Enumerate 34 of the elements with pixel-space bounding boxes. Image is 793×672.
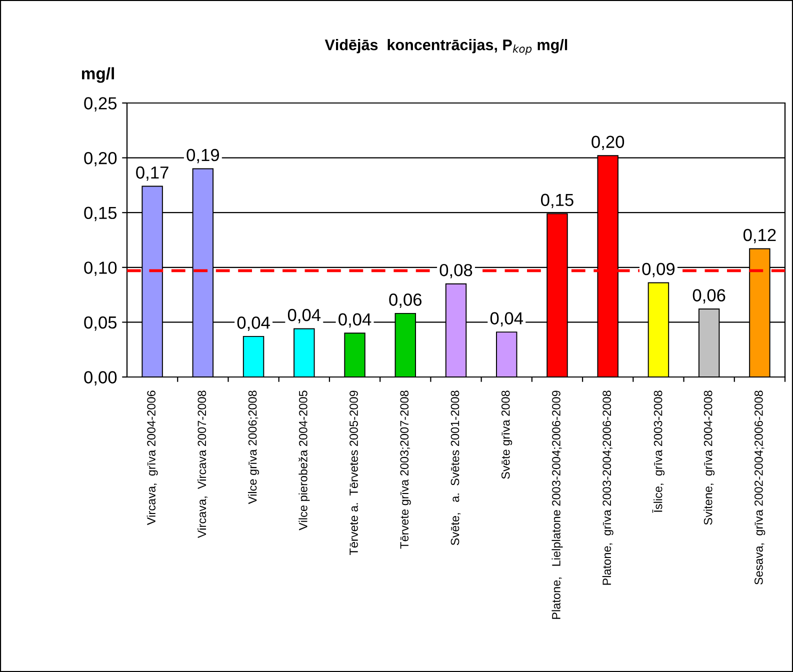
data-label: 0,04 [338, 313, 372, 328]
data-label: 0,08 [440, 264, 472, 278]
x-tick-label: Svitene, grīva 2004-2008 [704, 390, 715, 525]
x-tick-label: Svēte, a. Svētes 2001-2008 [450, 390, 461, 546]
data-label: 0,04 [237, 316, 270, 331]
data-label: 0,04 [490, 312, 524, 327]
y-tick-label: 0,00 [84, 371, 117, 386]
y-axis-title: mg/l [82, 67, 114, 83]
x-tick-label: Platone, grīva 2003-2004;2006-2008 [602, 390, 614, 585]
x-tick-label: Vilce grīva 2006;2008 [248, 390, 260, 504]
x-tick-label: Vircava, grīva 2004-2006 [146, 390, 158, 526]
x-tick-label: Tērvete a. Tērvetes 2005-2009 [350, 390, 358, 556]
x-tick-label: Īslice, grīva 2003-2008 [652, 390, 665, 513]
data-label: 0,20 [592, 136, 624, 150]
x-tick-label: Sesava, grīva 2002-2004;2006-2008 [754, 390, 766, 585]
y-tick-label: 0,15 [84, 206, 117, 222]
x-tick-label: Platone, Lielplatone 2003-2004;2006-2009 [552, 390, 563, 619]
data-label: 0,06 [692, 289, 726, 304]
chart-title: Vidējās koncentrācijas, P$_{kop}$ mg/l [324, 39, 568, 55]
data-label: 0,06 [389, 294, 422, 308]
x-tick-label: Vilce pierobeža 2004-2005 [298, 390, 310, 530]
x-tick-label: Tērvete grīva 2003;2007-2008 [400, 390, 411, 549]
data-label: 0,04 [288, 308, 321, 324]
data-label: 0,17 [136, 166, 168, 181]
y-tick-label: 0,25 [84, 97, 117, 112]
y-tick-label: 0,10 [84, 262, 117, 276]
data-label: 0,09 [642, 262, 675, 278]
x-tick-label: Svēte grīva 2008 [501, 390, 512, 479]
x-tick-label: Vircava, Vircava 2007-2008 [197, 390, 208, 538]
data-label: 0,15 [541, 194, 574, 208]
y-tick-label: 0,05 [84, 316, 117, 331]
y-tick-label: 0,20 [84, 152, 117, 166]
data-label: 0,12 [743, 228, 776, 244]
data-label: 0,19 [186, 148, 219, 164]
